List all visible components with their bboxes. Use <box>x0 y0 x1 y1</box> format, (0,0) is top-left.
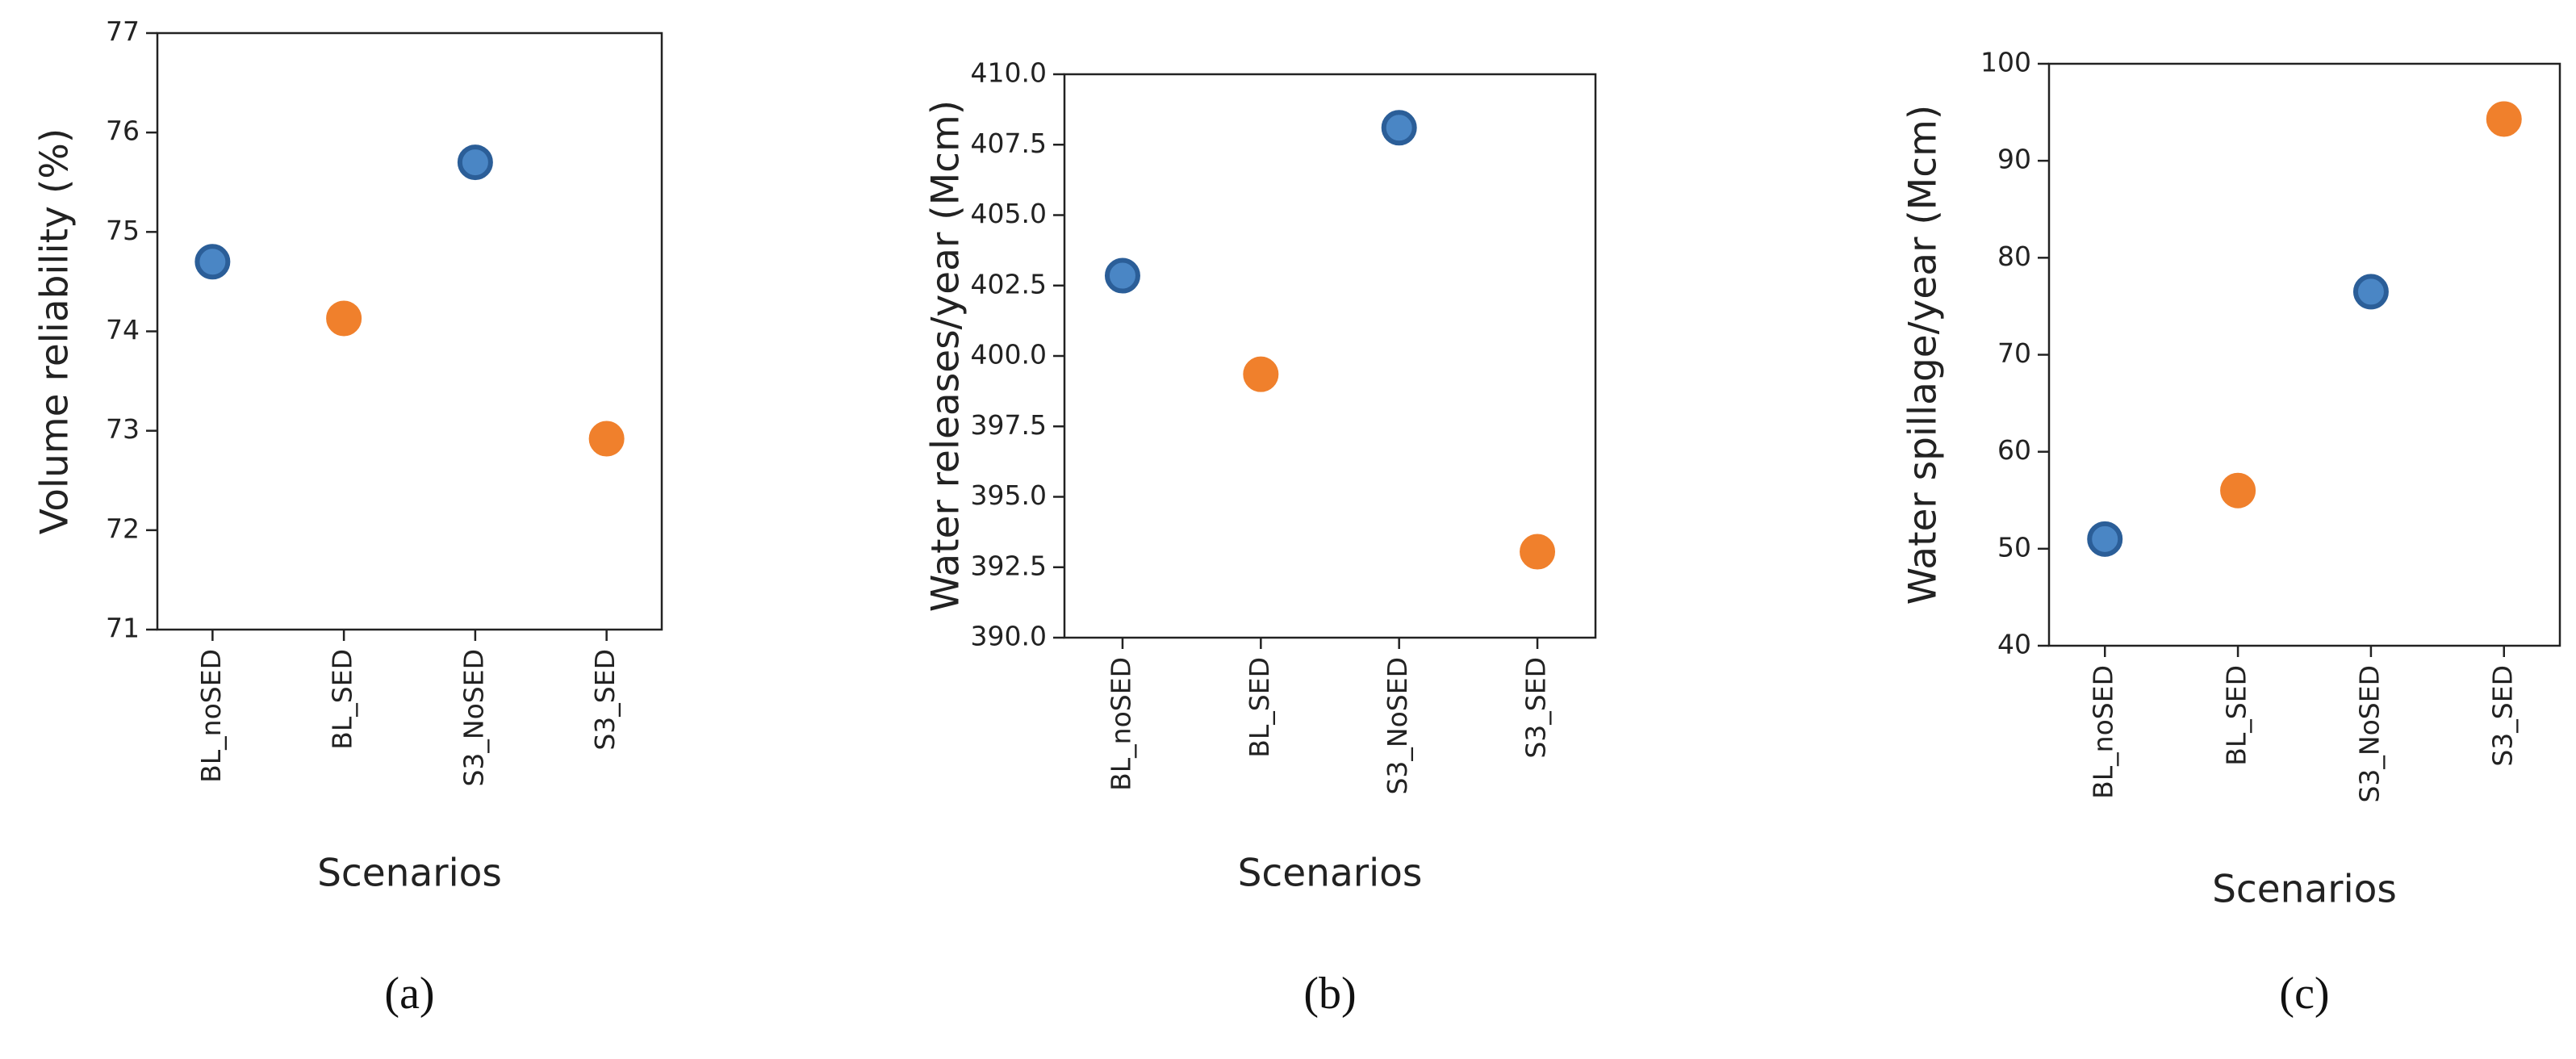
x-tick-label: BL_noSED <box>1105 657 1136 791</box>
y-tick-label: 80 <box>1997 241 2031 272</box>
y-tick-label: 397.5 <box>971 409 1047 441</box>
caption: (b) <box>1303 969 1356 1019</box>
point <box>1520 534 1556 570</box>
y-tick-label: 75 <box>106 215 140 246</box>
y-axis-label: Volume reliability (%) <box>33 128 77 534</box>
axes-frame <box>1063 73 1597 639</box>
x-tick-label: S3_NoSED <box>458 649 489 787</box>
y-tick-label: 77 <box>106 16 140 48</box>
y-tick-label: 390.0 <box>971 621 1047 652</box>
point <box>2220 472 2256 509</box>
point <box>2486 101 2522 137</box>
x-axis-label: Scenarios <box>317 852 502 896</box>
y-axis-label: Water releases/year (Mcm) <box>924 100 968 612</box>
y-axis-label: Water spillage/year (Mcm) <box>1901 105 1946 605</box>
y-tick-label: 90 <box>1997 144 2031 175</box>
y-tick-label: 392.5 <box>971 550 1047 581</box>
point <box>1243 356 1279 392</box>
point <box>194 244 231 280</box>
x-tick-label: BL_noSED <box>195 649 227 783</box>
y-tick-label: 100 <box>1980 47 2031 78</box>
x-tick-label: BL_SED <box>1244 657 1275 758</box>
y-tick-label: 74 <box>106 314 140 345</box>
x-tick-label: S3_NoSED <box>2353 665 2385 803</box>
y-tick-label: 60 <box>1997 434 2031 466</box>
y-tick-label: 400.0 <box>971 339 1047 370</box>
y-tick-label: 71 <box>106 613 140 644</box>
x-tick-label: S3_NoSED <box>1382 657 1413 795</box>
caption: (a) <box>384 969 434 1019</box>
y-tick-label: 72 <box>106 513 140 544</box>
x-tick-label: S3_SED <box>2486 665 2518 767</box>
x-tick-label: BL_SED <box>327 649 358 750</box>
x-axis-label: Scenarios <box>1238 852 1423 896</box>
y-tick-label: 40 <box>1997 629 2031 660</box>
point <box>457 144 493 181</box>
point <box>1381 110 1417 146</box>
y-tick-label: 407.5 <box>971 128 1047 159</box>
x-tick-label: S3_SED <box>589 649 621 751</box>
y-tick-label: 50 <box>1997 531 2031 563</box>
x-axis-label: Scenarios <box>2212 868 2397 912</box>
y-tick-label: 70 <box>1997 337 2031 369</box>
y-tick-label: 395.0 <box>971 479 1047 511</box>
axes-frame <box>156 31 663 631</box>
point <box>2352 274 2389 310</box>
y-tick-label: 73 <box>106 413 140 445</box>
point <box>2087 521 2123 557</box>
x-tick-label: BL_noSED <box>2088 665 2119 799</box>
point <box>1104 257 1140 294</box>
axes-frame <box>2047 62 2561 647</box>
y-tick-label: 405.0 <box>971 198 1047 229</box>
y-tick-label: 402.5 <box>971 268 1047 299</box>
x-tick-label: S3_SED <box>1520 657 1552 759</box>
point <box>326 300 362 337</box>
caption: (c) <box>2279 969 2329 1019</box>
y-tick-label: 410.0 <box>971 57 1047 89</box>
y-tick-label: 76 <box>106 115 140 147</box>
x-tick-label: BL_SED <box>2221 665 2252 766</box>
point <box>588 421 625 457</box>
